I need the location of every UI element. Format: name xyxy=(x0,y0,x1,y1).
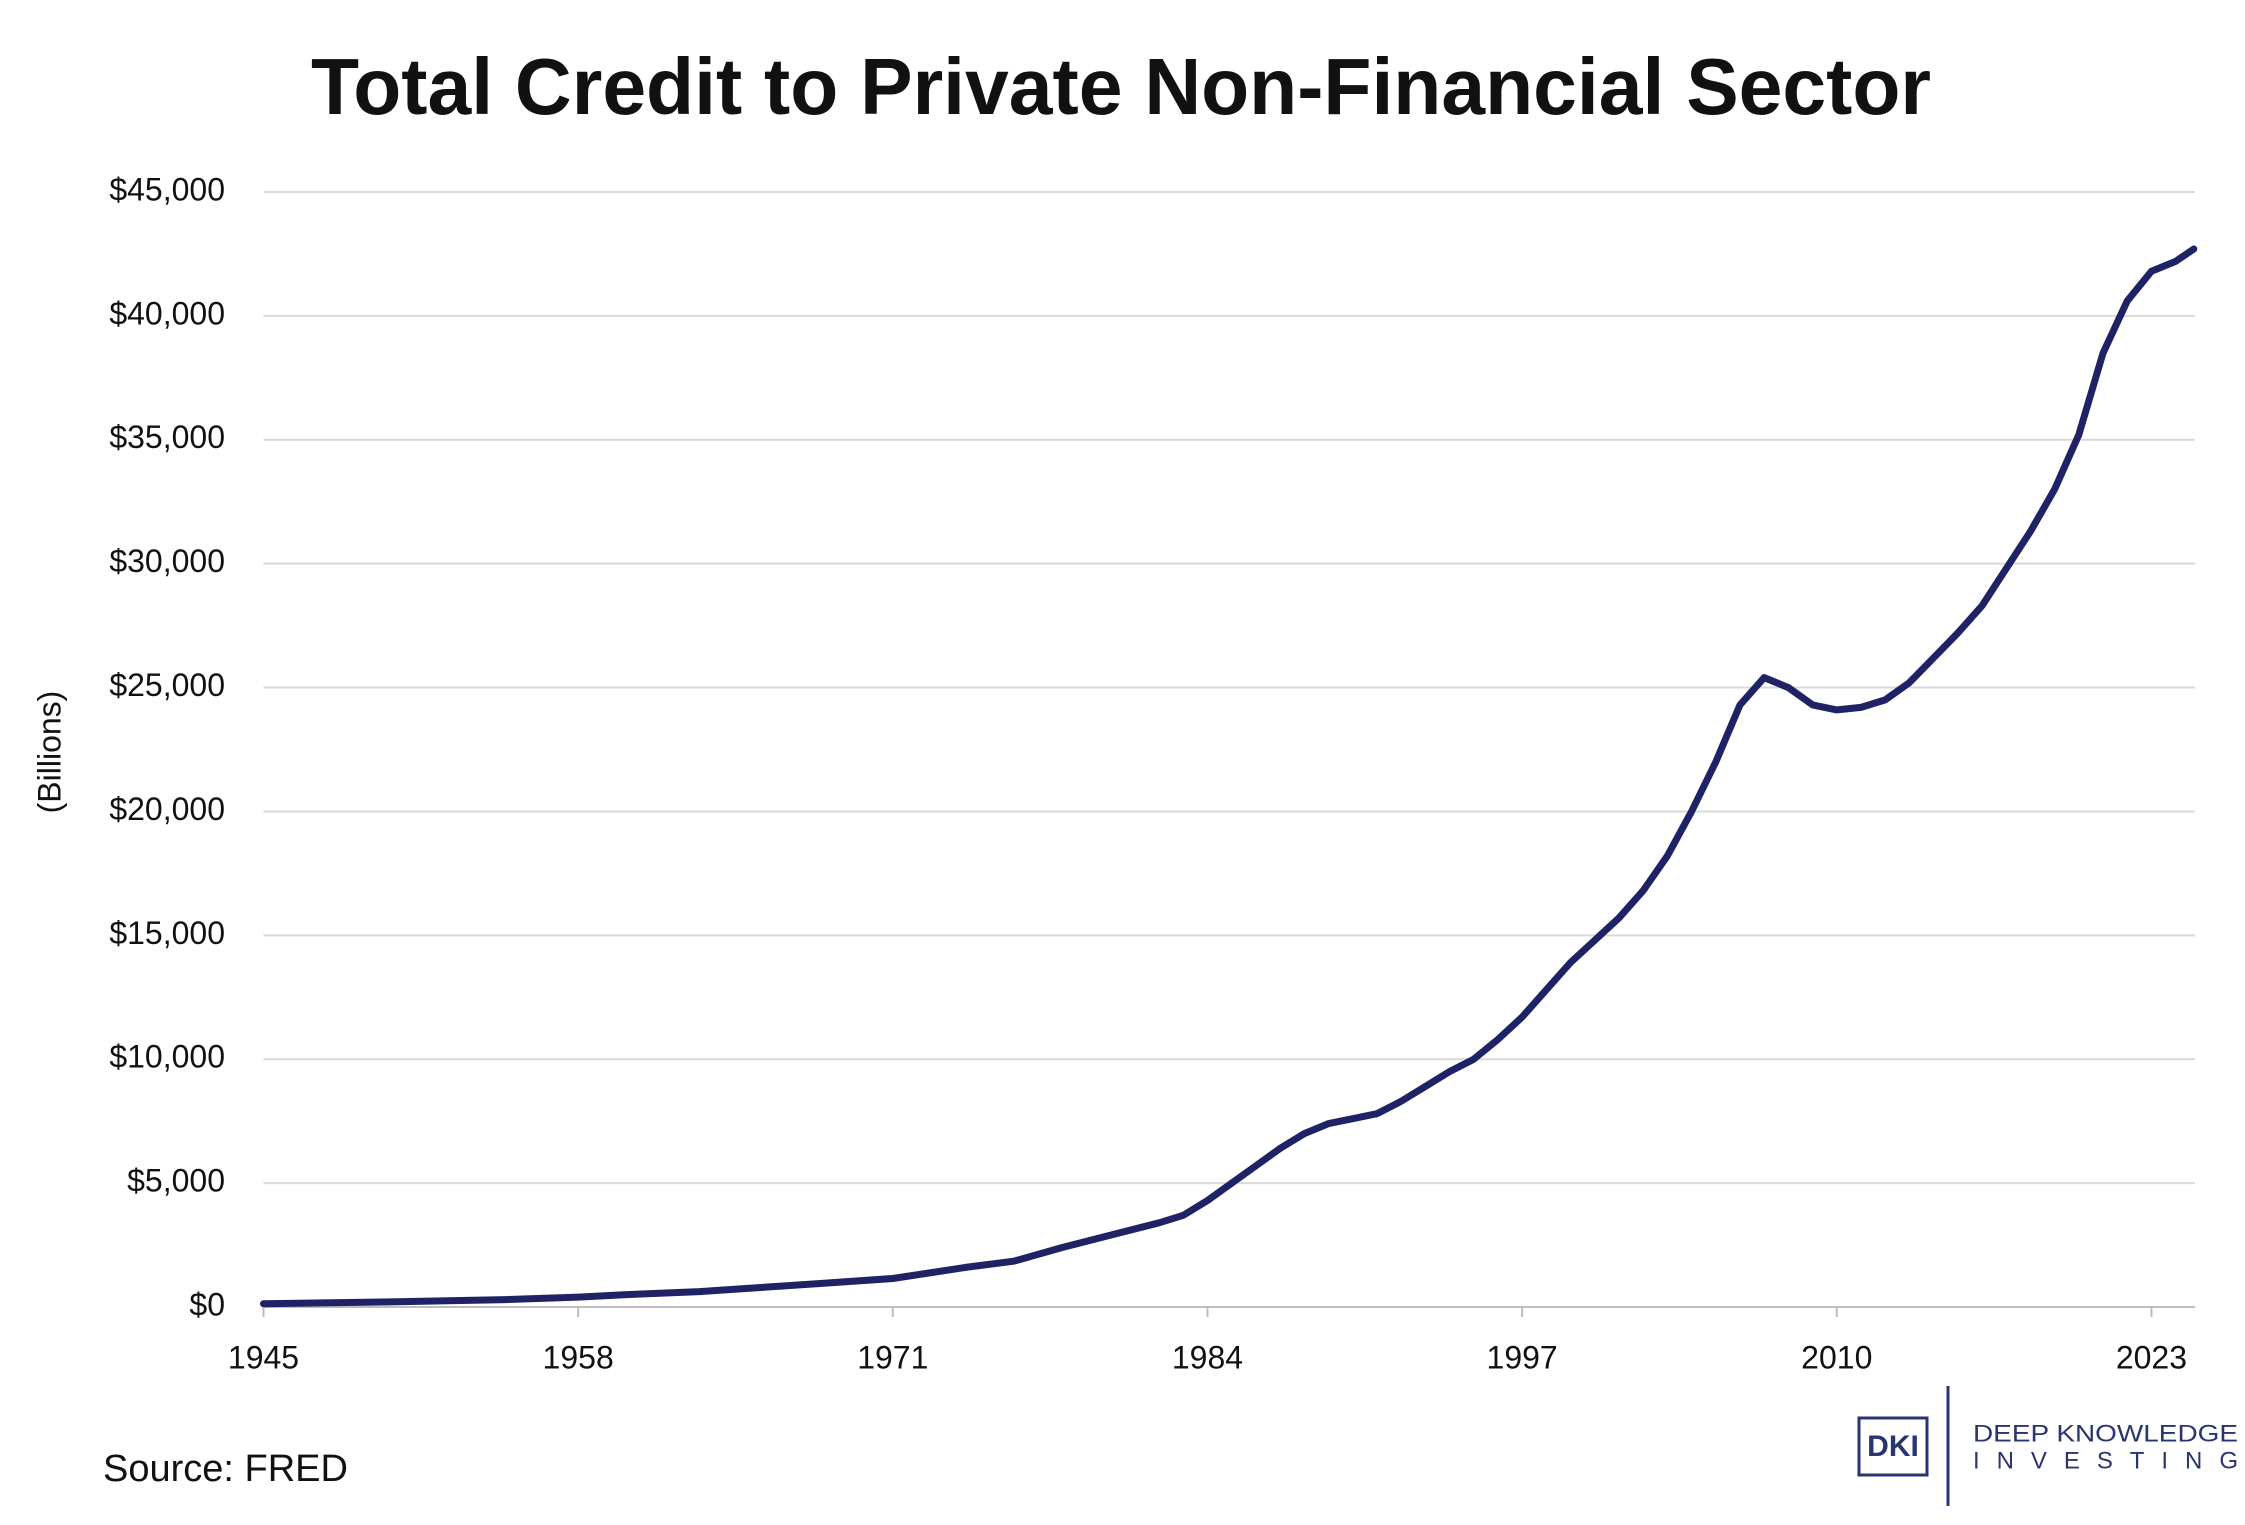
x-tick-label: 1997 xyxy=(1487,1339,1558,1375)
logo: DKI DEEP KNOWLEDGE INVESTING xyxy=(1857,1386,2238,1506)
logo-line2: INVESTING xyxy=(1973,1447,2238,1474)
x-tick-label: 2010 xyxy=(1801,1339,1872,1375)
y-tick-label: $40,000 xyxy=(109,295,225,331)
y-tick-label: $25,000 xyxy=(109,667,225,703)
y-tick-label: $0 xyxy=(189,1286,225,1322)
y-axis-label: (Billions) xyxy=(31,691,67,814)
y-tick-label: $35,000 xyxy=(109,419,225,455)
x-tick-label: 1984 xyxy=(1172,1339,1243,1375)
x-tick-label: 2023 xyxy=(2116,1339,2187,1375)
y-tick-label: $45,000 xyxy=(109,171,225,207)
x-tick-label: 1971 xyxy=(857,1339,928,1375)
logo-line1: DEEP KNOWLEDGE xyxy=(1973,1420,2238,1447)
y-tick-label: $5,000 xyxy=(127,1163,225,1199)
y-tick-label: $30,000 xyxy=(109,543,225,579)
x-tick-label: 1945 xyxy=(228,1339,299,1375)
source-note: Source: FRED xyxy=(103,1448,348,1490)
x-tick-label: 1958 xyxy=(543,1339,614,1375)
chart-title: Total Credit to Private Non-Financial Se… xyxy=(311,42,1931,131)
logo-mark: DKI xyxy=(1867,1430,1919,1463)
y-tick-label: $10,000 xyxy=(109,1039,225,1075)
y-tick-label: $15,000 xyxy=(109,915,225,951)
logo-box xyxy=(1857,1416,1929,1477)
y-tick-label: $20,000 xyxy=(109,791,225,827)
data-line xyxy=(260,245,2198,1308)
